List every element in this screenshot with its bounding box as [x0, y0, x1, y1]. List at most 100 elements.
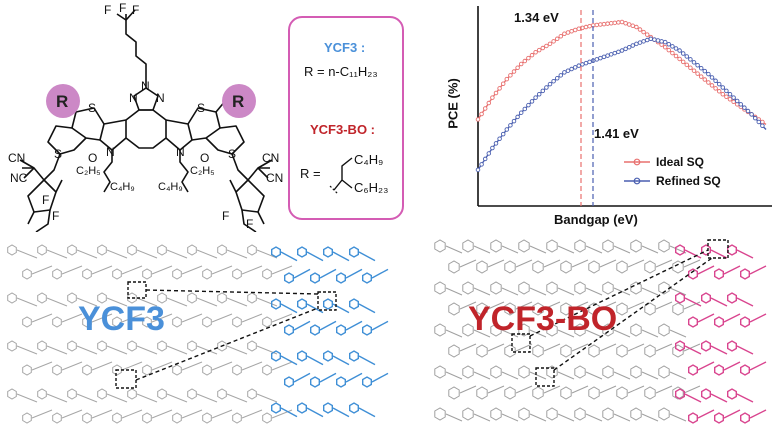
lattice-ring [672, 344, 684, 358]
lattice-ring [448, 344, 460, 358]
lattice-ring [487, 343, 505, 352]
lattice-ring [546, 365, 558, 379]
series-point-ideal [680, 59, 686, 65]
series-point-ideal [601, 21, 607, 27]
ycf3-molecule-ring [371, 320, 389, 331]
series-point-refined [608, 52, 614, 57]
lattice-ring [571, 385, 589, 394]
lattice-ring [476, 386, 488, 400]
ycf3bo-molecule-ring [723, 361, 741, 371]
series-point-refined [572, 65, 578, 70]
lattice-ring [672, 386, 684, 400]
lattice-ring [532, 344, 544, 358]
ycf3-molecule-ring [293, 372, 311, 383]
series-point-refined [731, 95, 736, 100]
ycf3-molecule-ring [371, 268, 389, 279]
lattice-ring [599, 385, 617, 394]
series-point-ideal [666, 47, 672, 53]
series-point-refined [508, 123, 513, 128]
ethyl-label: C₂H₅ [190, 165, 215, 177]
lattice-ring [211, 361, 233, 371]
lattice-ring [515, 343, 533, 352]
ycf3-molecule-ring [362, 324, 372, 336]
lattice-ring [106, 345, 128, 355]
lattice-ring [658, 407, 670, 421]
series-point-refined [644, 37, 650, 43]
lattice-ring [487, 301, 505, 310]
lattice-ring [672, 260, 684, 274]
series-point-refined [536, 91, 542, 97]
lattice-ring [473, 287, 491, 296]
lattice-ring [616, 344, 628, 358]
lattice-ring [588, 260, 600, 274]
lattice-ring [602, 323, 614, 337]
lattice-ring [476, 302, 488, 316]
ycf3-molecule-ring [310, 272, 320, 284]
lattice-ring [247, 244, 257, 256]
zoom-box [707, 239, 729, 259]
ycf3bo-molecule-ring [688, 268, 698, 280]
lattice-ring [172, 316, 182, 328]
lattice-ring [202, 412, 212, 424]
series-point-refined [709, 75, 715, 80]
series-point-ideal [526, 55, 531, 61]
lattice-ring [658, 323, 670, 337]
lattice-ring [641, 371, 659, 380]
ycf3-molecule-ring [297, 350, 307, 362]
nitrogen-label: N [156, 91, 165, 105]
series-line-ideal [477, 21, 767, 126]
series-point-refined [734, 98, 740, 104]
lattice-ring [501, 287, 519, 296]
fluorine-label: F [132, 3, 140, 17]
lattice-ring [445, 413, 463, 422]
lattice-ring [211, 409, 233, 419]
lattice-ring [473, 413, 491, 422]
lattice-ring [473, 371, 491, 380]
lattice-ring [658, 365, 670, 379]
lattice-ring [217, 340, 227, 352]
molecule-skeleton [19, 9, 273, 232]
lattice-ring [97, 388, 107, 400]
fluorine-label: F [52, 209, 60, 223]
lattice-ring [151, 361, 173, 371]
ycf3bo-molecule-ring [710, 345, 728, 355]
lattice-ring [655, 385, 673, 394]
series-point-ideal [562, 31, 567, 37]
cyano-label: CN [262, 151, 280, 165]
branch-skeleton [329, 157, 353, 195]
lattice-ring [585, 245, 603, 254]
lattice-ring [490, 239, 502, 253]
lattice-ring [644, 344, 656, 358]
lattice-ring [669, 287, 687, 296]
lattice-ring [16, 345, 38, 355]
lattice-ring [560, 344, 572, 358]
lattice-ring [434, 323, 446, 337]
ycf3bo-molecule-ring [749, 361, 767, 371]
lattice-ring [166, 393, 188, 403]
lattice-ring [52, 412, 62, 424]
series-point-ideal [716, 89, 722, 94]
series-point-ideal [583, 24, 589, 30]
lattice-ring [434, 407, 446, 421]
lattice-ring [560, 386, 572, 400]
lattice-ring [157, 340, 167, 352]
series-point-ideal [691, 68, 697, 73]
lattice-ring [616, 386, 628, 400]
series-point-refined [749, 112, 754, 117]
lattice-ring [543, 301, 561, 310]
lattice-ring [157, 244, 167, 256]
ycf3-molecule-ring [280, 355, 298, 366]
series-point-ideal [479, 111, 484, 117]
lattice-ring [529, 329, 547, 338]
lattice-ring [518, 323, 530, 337]
lattice-ring [151, 313, 173, 323]
fluorine-label: F [119, 1, 127, 15]
ycf3-molecule-ring [297, 402, 307, 414]
series-point-ideal [634, 24, 639, 30]
lattice-ring [448, 260, 460, 274]
ycf3-molecule-ring [319, 372, 337, 383]
lattice-ring [181, 265, 203, 275]
lattice-ring [166, 249, 188, 259]
ycf3-molecule-ring [271, 246, 281, 258]
lattice-ring [487, 385, 505, 394]
